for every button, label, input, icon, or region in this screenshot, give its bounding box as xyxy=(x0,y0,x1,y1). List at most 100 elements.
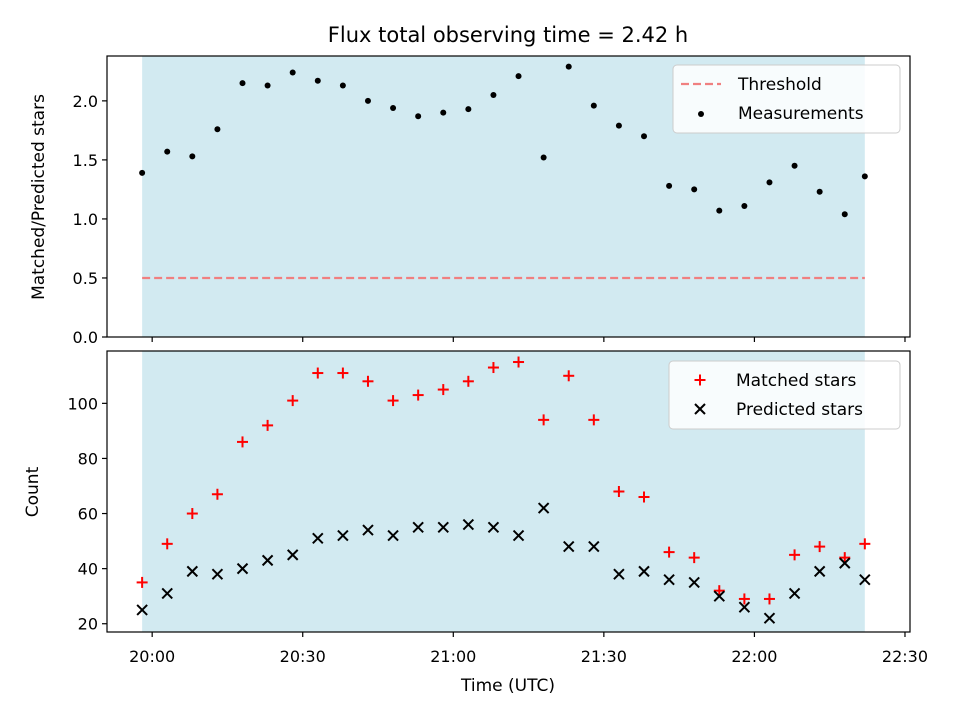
plot-frame xyxy=(106,350,911,633)
matched-star-point xyxy=(462,375,474,387)
predicted-star-point xyxy=(738,601,751,613)
measurement-point xyxy=(364,97,371,104)
y-tick-label: 2.0 xyxy=(73,92,98,111)
measurement-point xyxy=(741,202,748,209)
matched-star-point xyxy=(563,370,575,382)
measurement-point xyxy=(691,186,698,193)
matched-star-point xyxy=(186,508,198,520)
predicted-star-point xyxy=(763,612,776,624)
y-tick-label: 100 xyxy=(67,394,98,413)
predicted-star-point xyxy=(312,532,324,545)
matched-star-point xyxy=(789,549,801,561)
measurement-point xyxy=(841,211,848,218)
measurement-point xyxy=(590,102,597,109)
predicted-star-point xyxy=(859,573,871,586)
measurement-point xyxy=(615,122,622,129)
matched-star-point xyxy=(412,389,424,401)
matched-star-point xyxy=(859,538,871,550)
bottom-y-axis-label: Count xyxy=(23,466,43,517)
y-tick-label: 0.0 xyxy=(73,328,98,347)
legend-predicted-label: Predicted stars xyxy=(736,400,863,420)
measurement-point xyxy=(390,104,397,111)
measurement-point xyxy=(540,154,547,161)
predicted-star-point xyxy=(713,590,725,602)
x-tick-label: 21:30 xyxy=(581,647,627,666)
matched-star-point xyxy=(487,362,499,374)
measurement-point xyxy=(816,188,823,195)
matched-star-point xyxy=(663,546,675,558)
predicted-star-point xyxy=(563,540,575,553)
predicted-star-point xyxy=(437,521,449,534)
measurement-point xyxy=(766,179,773,186)
matched-star-point xyxy=(588,414,600,426)
measurement-point xyxy=(565,63,572,70)
predicted-star-point xyxy=(613,568,625,580)
y-tick-label: 80 xyxy=(78,449,98,468)
y-tick-label: 1.0 xyxy=(73,210,98,229)
predicted-star-point xyxy=(362,524,374,536)
legend-threshold-label: Threshold xyxy=(737,75,822,95)
x-axis-label: Time (UTC) xyxy=(460,676,555,696)
x-tick-label: 22:30 xyxy=(882,647,928,666)
measurement-point xyxy=(666,182,673,189)
predicted-star-point xyxy=(412,521,424,534)
matched-star-point xyxy=(362,375,374,387)
top-panel: 0.00.51.01.52.0 Matched/Predicted stars … xyxy=(29,55,911,347)
x-tick-label: 21:00 xyxy=(430,647,476,666)
x-tick-label: 22:00 xyxy=(731,647,777,666)
measurement-point xyxy=(239,80,246,87)
bottom-legend: Matched stars Predicted stars xyxy=(668,360,901,430)
measurement-point xyxy=(289,69,296,76)
measurement-point xyxy=(164,148,171,155)
legend-matched-swatch xyxy=(694,374,706,386)
predicted-star-point xyxy=(788,587,801,600)
x-tick-label: 20:30 xyxy=(280,647,326,666)
predicted-star-point xyxy=(688,576,700,589)
measurement-point xyxy=(139,169,146,176)
measurement-point xyxy=(641,133,648,140)
measurement-point xyxy=(415,113,422,120)
measurement-point xyxy=(314,77,321,84)
predicted-star-point xyxy=(588,540,600,553)
matched-star-point xyxy=(538,414,550,426)
matched-star-point xyxy=(814,541,826,553)
matched-star-point xyxy=(211,488,223,500)
matched-star-point xyxy=(688,552,700,564)
measurement-point xyxy=(465,106,472,113)
y-tick-label: 1.5 xyxy=(73,151,98,170)
predicted-star-point xyxy=(211,568,224,580)
legend-predicted-swatch xyxy=(694,403,706,415)
matched-star-point xyxy=(613,486,625,497)
predicted-star-point xyxy=(512,529,525,542)
measurement-point xyxy=(791,162,798,169)
predicted-star-point xyxy=(462,518,475,531)
matched-star-point xyxy=(337,367,349,379)
matched-star-point xyxy=(262,419,274,431)
predicted-star-point xyxy=(839,557,851,569)
measurement-point xyxy=(440,109,447,116)
predicted-star-point xyxy=(286,549,299,561)
y-tick-label: 60 xyxy=(78,505,98,524)
predicted-star-point xyxy=(136,604,148,616)
matched-star-point xyxy=(738,593,750,605)
matched-star-point xyxy=(713,585,725,597)
chart-title: Flux total observing time = 2.42 h xyxy=(328,23,688,47)
top-y-axis-label: Matched/Predicted stars xyxy=(29,94,49,300)
measurement-point xyxy=(716,207,723,214)
predicted-star-point xyxy=(638,565,650,578)
legend-matched-label: Matched stars xyxy=(736,371,856,391)
legend-measurement-swatch xyxy=(698,111,704,117)
predicted-star-point xyxy=(387,529,399,542)
matched-star-point xyxy=(839,552,851,564)
legend-box xyxy=(668,360,901,430)
predicted-star-point xyxy=(663,573,675,586)
measurement-point xyxy=(214,126,221,133)
predicted-star-point xyxy=(161,587,173,600)
matched-star-point xyxy=(763,593,775,605)
measurement-point xyxy=(515,73,522,80)
bottom-panel: 20 40 60 80 100 20:00 20:30 21:00 21:30 22:00 22:3… xyxy=(23,350,928,666)
y-tick-label: 20 xyxy=(78,615,98,634)
matched-star-point xyxy=(312,367,324,379)
y-tick-label: 0.5 xyxy=(73,269,98,288)
